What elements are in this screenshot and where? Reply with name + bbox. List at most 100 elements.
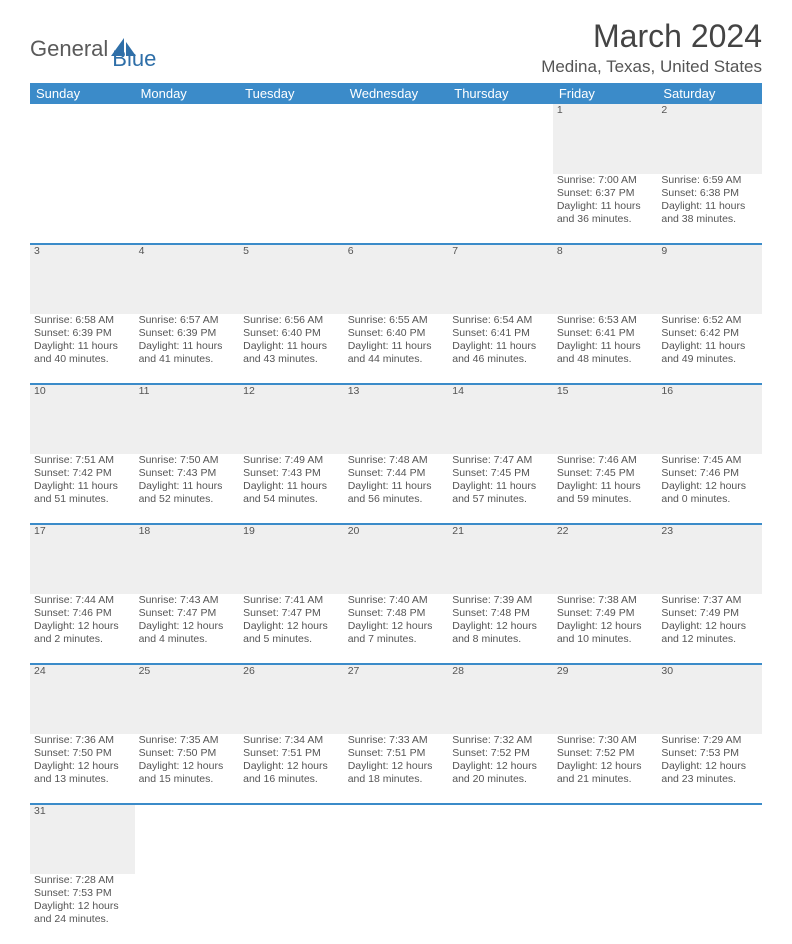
calendar-table: SundayMondayTuesdayWednesdayThursdayFrid… [30,83,762,944]
day-detail-line: Sunset: 7:44 PM [348,467,445,480]
day-detail-line: Sunrise: 7:49 AM [243,454,340,467]
day-detail-line: and 23 minutes. [661,773,758,786]
day-detail-line: Daylight: 12 hours [243,760,340,773]
day-detail-line: and 21 minutes. [557,773,654,786]
day-header: Friday [553,83,658,104]
day-detail-cell [448,874,553,944]
day-detail-cell: Sunrise: 6:52 AMSunset: 6:42 PMDaylight:… [657,314,762,384]
day-detail-line: Sunrise: 6:54 AM [452,314,549,327]
day-detail-line: Daylight: 12 hours [452,760,549,773]
day-detail-line: Sunset: 7:46 PM [661,467,758,480]
day-detail-line: Sunset: 7:51 PM [243,747,340,760]
day-detail-line: Sunset: 6:41 PM [557,327,654,340]
day-detail-cell [135,874,240,944]
day-detail-line: and 56 minutes. [348,493,445,506]
day-detail-cell: Sunrise: 7:40 AMSunset: 7:48 PMDaylight:… [344,594,449,664]
day-detail-cell [448,174,553,244]
day-detail-row: Sunrise: 7:44 AMSunset: 7:46 PMDaylight:… [30,594,762,664]
day-detail-cell: Sunrise: 7:29 AMSunset: 7:53 PMDaylight:… [657,734,762,804]
day-detail-line: Sunrise: 7:32 AM [452,734,549,747]
day-number-cell: 19 [239,524,344,594]
day-detail-line: and 41 minutes. [139,353,236,366]
day-detail-line: Sunset: 7:50 PM [139,747,236,760]
day-detail-cell: Sunrise: 7:39 AMSunset: 7:48 PMDaylight:… [448,594,553,664]
day-detail-line: Sunrise: 7:47 AM [452,454,549,467]
day-detail-cell [135,174,240,244]
day-detail-cell [344,174,449,244]
day-detail-line: Daylight: 12 hours [348,620,445,633]
day-detail-line: and 48 minutes. [557,353,654,366]
day-detail-line: Sunrise: 7:33 AM [348,734,445,747]
day-number-cell [553,804,658,874]
logo-text-blue: Blue [112,46,156,71]
day-detail-line: Sunset: 7:45 PM [557,467,654,480]
day-number-cell: 21 [448,524,553,594]
day-detail-line: Sunset: 6:41 PM [452,327,549,340]
day-number-row: 10111213141516 [30,384,762,454]
day-detail-line: Daylight: 12 hours [243,620,340,633]
day-detail-line: Daylight: 11 hours [243,480,340,493]
day-detail-line: Daylight: 12 hours [34,760,131,773]
day-number-cell: 2 [657,104,762,174]
day-detail-cell: Sunrise: 7:35 AMSunset: 7:50 PMDaylight:… [135,734,240,804]
day-detail-cell: Sunrise: 7:33 AMSunset: 7:51 PMDaylight:… [344,734,449,804]
day-number-row: 12 [30,104,762,174]
day-detail-line: Daylight: 11 hours [557,200,654,213]
day-detail-line: Sunset: 6:40 PM [348,327,445,340]
day-number-cell: 17 [30,524,135,594]
day-detail-cell: Sunrise: 7:47 AMSunset: 7:45 PMDaylight:… [448,454,553,524]
day-number-cell: 6 [344,244,449,314]
day-number-row: 24252627282930 [30,664,762,734]
day-detail-line: Sunset: 7:49 PM [557,607,654,620]
day-detail-line: and 40 minutes. [34,353,131,366]
day-number-row: 17181920212223 [30,524,762,594]
location-subtitle: Medina, Texas, United States [541,57,762,77]
day-detail-line: and 7 minutes. [348,633,445,646]
day-detail-line: and 51 minutes. [34,493,131,506]
day-detail-line: Sunrise: 7:44 AM [34,594,131,607]
day-detail-line: and 54 minutes. [243,493,340,506]
day-detail-line: Sunset: 6:39 PM [34,327,131,340]
day-detail-line: and 38 minutes. [661,213,758,226]
day-detail-line: Sunset: 7:48 PM [348,607,445,620]
day-detail-line: Sunset: 7:42 PM [34,467,131,480]
day-detail-line: and 13 minutes. [34,773,131,786]
day-number-cell: 28 [448,664,553,734]
day-detail-line: Sunrise: 7:00 AM [557,174,654,187]
day-header: Wednesday [344,83,449,104]
day-detail-line: Daylight: 12 hours [661,480,758,493]
day-detail-line: Daylight: 11 hours [34,340,131,353]
day-detail-line: Sunset: 7:52 PM [557,747,654,760]
day-detail-line: Sunrise: 7:48 AM [348,454,445,467]
day-detail-line: and 44 minutes. [348,353,445,366]
day-detail-row: Sunrise: 7:28 AMSunset: 7:53 PMDaylight:… [30,874,762,944]
day-detail-line: Daylight: 12 hours [557,760,654,773]
day-detail-row: Sunrise: 7:00 AMSunset: 6:37 PMDaylight:… [30,174,762,244]
day-detail-line: and 43 minutes. [243,353,340,366]
day-detail-line: Sunrise: 7:34 AM [243,734,340,747]
day-detail-line: and 20 minutes. [452,773,549,786]
logo: General Blue [30,18,156,72]
day-detail-line: Sunset: 7:47 PM [139,607,236,620]
day-detail-line: Daylight: 12 hours [348,760,445,773]
day-detail-line: and 10 minutes. [557,633,654,646]
day-detail-row: Sunrise: 7:51 AMSunset: 7:42 PMDaylight:… [30,454,762,524]
day-number-cell [448,104,553,174]
day-detail-line: Daylight: 11 hours [661,200,758,213]
day-number-cell [448,804,553,874]
day-detail-line: and 36 minutes. [557,213,654,226]
day-detail-row: Sunrise: 7:36 AMSunset: 7:50 PMDaylight:… [30,734,762,804]
day-detail-line: Sunrise: 7:38 AM [557,594,654,607]
day-detail-line: Daylight: 12 hours [139,620,236,633]
page-title: March 2024 [541,18,762,55]
day-detail-cell: Sunrise: 7:37 AMSunset: 7:49 PMDaylight:… [657,594,762,664]
day-number-cell [239,104,344,174]
day-detail-cell: Sunrise: 7:45 AMSunset: 7:46 PMDaylight:… [657,454,762,524]
day-detail-line: and 49 minutes. [661,353,758,366]
day-detail-line: Sunrise: 7:50 AM [139,454,236,467]
day-number-cell: 26 [239,664,344,734]
day-number-cell: 24 [30,664,135,734]
day-detail-line: and 15 minutes. [139,773,236,786]
day-header: Sunday [30,83,135,104]
day-detail-line: Daylight: 11 hours [557,340,654,353]
